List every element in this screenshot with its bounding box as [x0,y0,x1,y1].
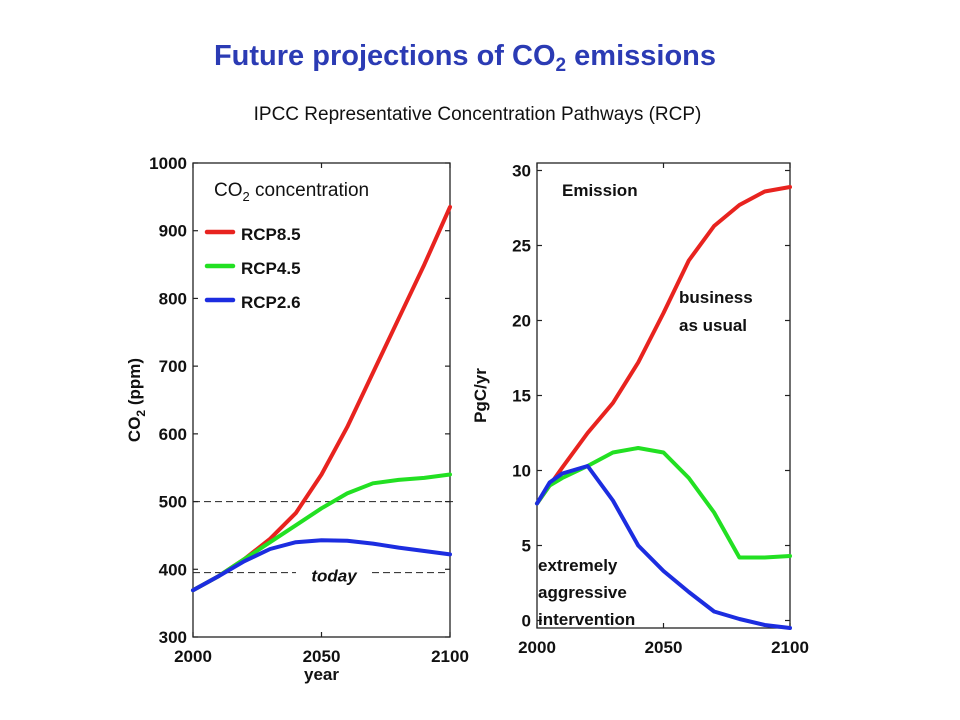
x-tick-label: 2050 [303,647,341,666]
y-tick-label: 900 [159,222,187,241]
annotation-business-as-usual: as usual [679,316,747,335]
y-tick-label: 25 [512,237,531,256]
x-tick-label: 2050 [645,638,683,657]
series-line-series-3 [535,464,792,630]
annotation-aggressive-intervention: extremely [538,556,618,575]
x-tick-label: 2100 [431,647,469,666]
annotation-aggressive-intervention: intervention [538,610,635,629]
today-label: today [311,567,358,586]
y-tick-label: 30 [512,162,531,181]
y-tick-label: 15 [512,387,531,406]
y-tick-label: 500 [159,493,187,512]
legend-label: RCP8.5 [241,225,301,244]
x-tick-label: 2000 [518,638,556,657]
y-axis-label: PgC/yr [471,368,490,423]
y-tick-label: 10 [512,462,531,481]
y-tick-label: 300 [159,628,187,647]
legend-label: RCP2.6 [241,293,301,312]
legend-label: RCP4.5 [241,259,301,278]
x-axis-label: year [304,665,339,684]
y-tick-label: 1000 [149,154,187,173]
x-tick-label: 2100 [771,638,809,657]
annotation-business-as-usual: business [679,288,753,307]
panel-title: CO2 concentration [214,180,369,204]
series-line-series-2 [535,446,792,560]
y-tick-label: 800 [159,289,187,308]
page-title: Future projections of CO2 emissions [213,40,717,76]
annotation-aggressive-intervention: aggressive [538,583,627,602]
series-line-series-1 [535,185,792,506]
y-tick-label: 400 [159,560,187,579]
x-tick-label: 2000 [174,647,212,666]
y-axis-label: CO2 (ppm) [125,358,148,442]
y-tick-label: 0 [522,612,531,631]
y-tick-label: 600 [159,425,187,444]
page-subtitle: IPCC Representative Concentration Pathwa… [253,104,702,125]
series-line-rcp2-6 [191,538,452,593]
panel-title: Emission [562,181,638,200]
y-tick-label: 700 [159,357,187,376]
y-tick-label: 5 [522,537,531,556]
y-tick-label: 20 [512,312,531,331]
